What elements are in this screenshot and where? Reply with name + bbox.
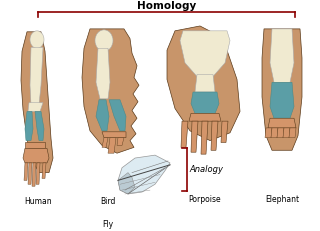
Polygon shape: [23, 148, 49, 163]
Polygon shape: [221, 121, 228, 143]
Polygon shape: [102, 132, 126, 138]
Ellipse shape: [30, 31, 44, 48]
Polygon shape: [108, 138, 116, 153]
Text: Fly: Fly: [102, 220, 114, 229]
Polygon shape: [21, 32, 53, 173]
Polygon shape: [35, 111, 44, 140]
Polygon shape: [262, 29, 302, 150]
Polygon shape: [25, 111, 33, 140]
Polygon shape: [109, 100, 126, 131]
Text: Bird: Bird: [100, 197, 116, 206]
Polygon shape: [167, 26, 240, 140]
Polygon shape: [201, 121, 208, 154]
Polygon shape: [289, 128, 296, 138]
Polygon shape: [118, 155, 170, 194]
Polygon shape: [265, 128, 272, 138]
Polygon shape: [268, 118, 296, 128]
Text: Human: Human: [24, 197, 52, 206]
Polygon shape: [191, 92, 219, 113]
Polygon shape: [102, 138, 108, 147]
Polygon shape: [42, 163, 46, 178]
Polygon shape: [25, 142, 45, 148]
Polygon shape: [118, 173, 135, 194]
Polygon shape: [270, 29, 294, 82]
Text: Analogy: Analogy: [189, 165, 223, 174]
Polygon shape: [82, 29, 139, 153]
Polygon shape: [117, 138, 124, 146]
Polygon shape: [180, 31, 230, 76]
Polygon shape: [28, 163, 32, 184]
Text: Porpoise: Porpoise: [189, 195, 221, 204]
Polygon shape: [271, 128, 278, 138]
Polygon shape: [191, 121, 198, 152]
Polygon shape: [36, 163, 40, 184]
Polygon shape: [270, 82, 294, 118]
Polygon shape: [28, 103, 43, 111]
Polygon shape: [24, 163, 28, 180]
Polygon shape: [189, 113, 221, 121]
Polygon shape: [30, 47, 43, 105]
Polygon shape: [211, 121, 218, 150]
Text: Elephant: Elephant: [265, 195, 299, 204]
Text: Homology: Homology: [137, 1, 196, 11]
Polygon shape: [96, 48, 110, 99]
Ellipse shape: [95, 30, 113, 51]
Polygon shape: [96, 100, 109, 131]
Polygon shape: [277, 128, 284, 138]
Polygon shape: [195, 75, 215, 92]
Polygon shape: [32, 163, 36, 186]
Polygon shape: [283, 128, 290, 138]
Polygon shape: [181, 121, 188, 147]
